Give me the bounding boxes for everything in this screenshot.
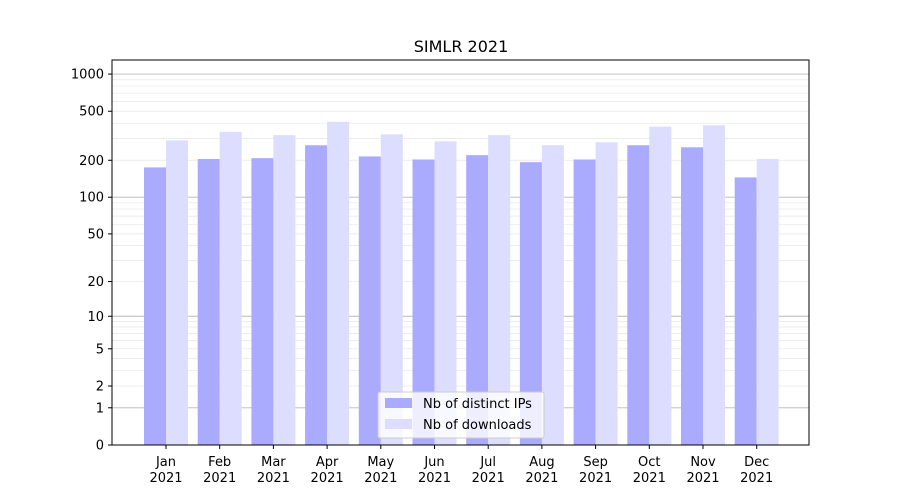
legend-frame xyxy=(377,391,545,439)
x-tick-label-year: 2021 xyxy=(149,471,182,486)
x-tick-label-year: 2021 xyxy=(364,471,397,486)
x-tick-label-month: Jun xyxy=(423,455,444,470)
y-tick-label: 10 xyxy=(87,310,104,325)
x-tick-label-month: Aug xyxy=(529,455,554,470)
y-tick-label: 1 xyxy=(96,401,104,416)
y-tick-label: 2 xyxy=(96,380,104,395)
bar-distinct-ips-may xyxy=(358,156,381,446)
x-tick-label-month: Apr xyxy=(316,455,339,470)
bar-distinct-ips-jan xyxy=(144,167,166,445)
x-tick-label-month: Mar xyxy=(261,455,286,470)
x-tick-label-month: Sep xyxy=(583,455,608,470)
x-tick-label-year: 2021 xyxy=(418,471,451,486)
bar-downloads-jan xyxy=(166,140,188,445)
y-tick-label: 500 xyxy=(79,105,104,120)
bar-distinct-ips-apr xyxy=(305,145,328,445)
bar-downloads-mar xyxy=(273,135,296,445)
plot-frame xyxy=(111,59,810,446)
bar-downloads-oct xyxy=(649,126,672,445)
axes: 01251020501002005001000Jan2021Feb2021Mar… xyxy=(71,59,810,486)
bar-distinct-ips-oct xyxy=(627,145,650,445)
bar-downloads-jul xyxy=(488,135,511,445)
y-tick-label: 5 xyxy=(96,342,104,357)
x-tick-label-year: 2021 xyxy=(525,471,558,486)
legend: Nb of distinct IPs Nb of downloads xyxy=(377,391,545,439)
bar-downloads-apr xyxy=(327,121,350,445)
bar-distinct-ips-feb xyxy=(197,158,220,445)
x-tick-label-month: May xyxy=(367,455,394,470)
x-tick-label-year: 2021 xyxy=(686,471,719,486)
x-tick-label-month: Nov xyxy=(690,455,716,470)
x-tick-label-year: 2021 xyxy=(203,471,236,486)
x-tick-label-year: 2021 xyxy=(472,471,505,486)
bar-downloads-aug xyxy=(541,145,564,445)
legend-label-downloads: Nb of downloads xyxy=(423,418,532,433)
bar-distinct-ips-mar xyxy=(251,158,274,445)
bar-downloads-sep xyxy=(595,142,618,445)
legend-swatch-downloads xyxy=(385,419,412,429)
x-tick-label-year: 2021 xyxy=(579,471,612,486)
bar-downloads-feb xyxy=(219,131,242,445)
bar-distinct-ips-jul xyxy=(466,155,489,446)
x-tick-label-month: Jul xyxy=(479,455,496,470)
x-tick-label-month: Jan xyxy=(155,455,176,470)
y-tick-label: 200 xyxy=(79,154,104,169)
y-tick-label: 20 xyxy=(87,275,104,290)
x-tick-label-year: 2021 xyxy=(633,471,666,486)
bar-downloads-nov xyxy=(703,125,725,446)
bar-downloads-may xyxy=(380,134,403,445)
bars xyxy=(144,121,779,446)
bar-downloads-dec xyxy=(756,158,779,445)
x-tick-label-year: 2021 xyxy=(257,471,290,486)
x-tick-label-month: Feb xyxy=(208,455,231,470)
y-tick-label: 0 xyxy=(96,439,104,454)
x-tick-label-month: Dec xyxy=(744,455,769,470)
chart-title: SIMLR 2021 xyxy=(414,37,509,56)
legend-label-distinct-ips: Nb of distinct IPs xyxy=(423,397,532,412)
bar-distinct-ips-sep xyxy=(573,159,596,445)
x-tick-label-year: 2021 xyxy=(740,471,773,486)
x-tick-label-year: 2021 xyxy=(311,471,344,486)
y-tick-label: 50 xyxy=(87,227,104,242)
y-tick-label: 1000 xyxy=(71,68,104,83)
bar-distinct-ips-aug xyxy=(519,162,542,445)
bar-distinct-ips-jun xyxy=(412,159,435,445)
x-tick-label-month: Oct xyxy=(638,455,660,470)
bar-distinct-ips-nov xyxy=(681,147,703,445)
legend-swatch-distinct-ips xyxy=(385,398,412,408)
y-tick-label: 100 xyxy=(79,191,104,206)
bar-downloads-jun xyxy=(434,141,457,445)
bar-distinct-ips-dec xyxy=(734,177,757,445)
